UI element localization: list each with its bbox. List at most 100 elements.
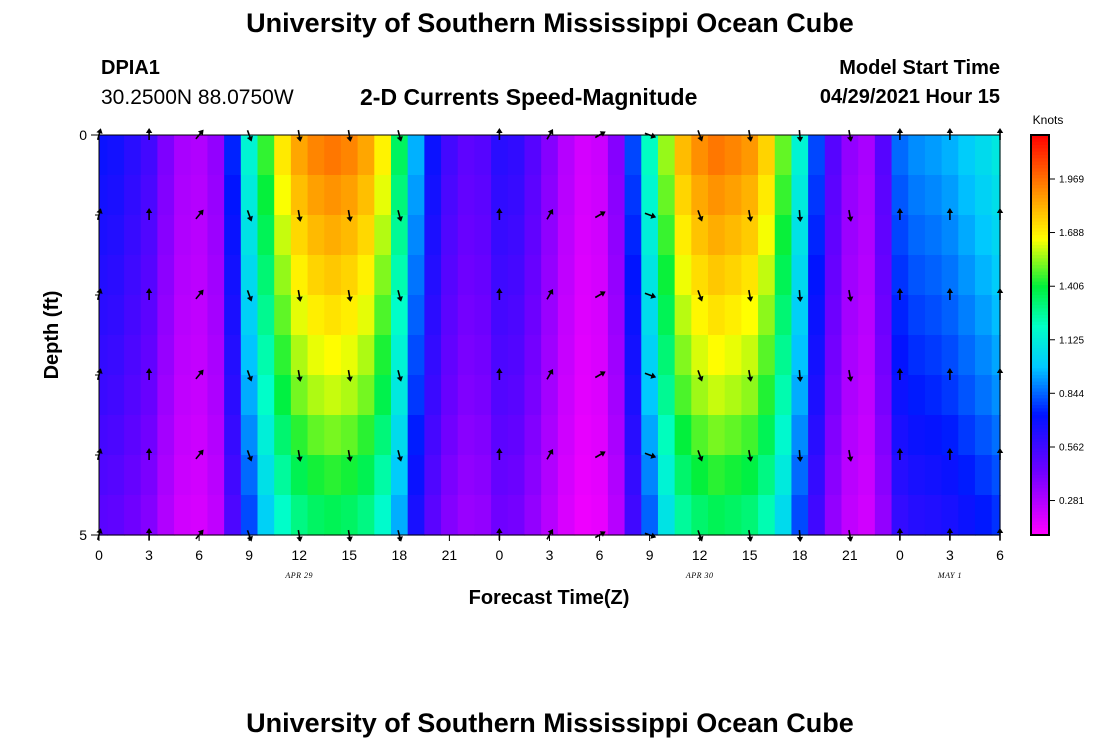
colorbar-segment — [1031, 221, 1049, 226]
heatmap-cell — [441, 255, 459, 296]
heatmap-cell — [107, 455, 125, 496]
colorbar-segment — [1031, 208, 1049, 213]
heatmap-cell — [424, 215, 442, 256]
heatmap-cell — [908, 175, 926, 216]
colorbar-frame — [1030, 134, 1050, 536]
colorbar-segment — [1031, 521, 1049, 526]
heatmap-cell — [774, 415, 793, 456]
colorbar-segment — [1031, 351, 1049, 356]
heatmap-cell — [557, 375, 576, 416]
colorbar-tick-label: 0.844 — [1059, 389, 1084, 400]
heatmap-cell — [224, 375, 242, 416]
heatmap-cell — [441, 415, 459, 456]
heatmap-cell — [124, 175, 142, 216]
heatmap-cell — [824, 215, 843, 256]
current-vector-arrow — [496, 368, 503, 380]
heatmap-cell — [774, 255, 793, 296]
heatmap-cell — [474, 335, 492, 376]
heatmap-cell — [457, 295, 476, 336]
heatmap-cell — [491, 495, 509, 536]
heatmap-cell — [240, 455, 259, 496]
colorbar-segment — [1031, 305, 1049, 309]
heatmap-cell — [257, 335, 275, 376]
current-vector-arrow — [946, 288, 954, 300]
heatmap-cell — [591, 135, 609, 176]
heatmap-cell — [307, 215, 325, 256]
heatmap-cell — [507, 455, 526, 496]
colorbar-tick-label: 0.281 — [1059, 496, 1084, 507]
heatmap-cell — [140, 335, 158, 376]
colorbar-segment — [1031, 181, 1049, 186]
heatmap-cell — [741, 135, 759, 176]
heatmap-cell — [991, 495, 1001, 536]
x-tick-label: 3 — [946, 547, 954, 563]
current-vector-arrow — [846, 209, 854, 222]
heatmap-cell — [624, 415, 642, 456]
heatmap-cell — [708, 215, 726, 256]
heatmap-cell — [607, 335, 626, 376]
heatmap-cell — [774, 215, 793, 256]
heatmap-cell — [557, 135, 576, 176]
heatmap-cell — [991, 255, 1001, 296]
heatmap-cell — [257, 495, 275, 536]
heatmap-cell — [99, 375, 108, 416]
heatmap-cell — [607, 375, 626, 416]
heatmap-cell — [474, 175, 492, 216]
heatmap-cell — [307, 135, 325, 176]
heatmap-cell — [424, 415, 442, 456]
heatmap-cell — [708, 175, 726, 216]
heatmap-cell — [441, 335, 459, 376]
heatmap-cell — [574, 295, 592, 336]
current-vector-arrow — [396, 289, 403, 302]
current-vector-arrow — [746, 209, 754, 222]
heatmap-cell — [474, 375, 492, 416]
current-vector-arrow — [195, 369, 204, 380]
x-tick-label: 15 — [742, 547, 758, 563]
heatmap-cell — [324, 335, 342, 376]
heatmap-cell — [240, 135, 259, 176]
heatmap-cell — [974, 455, 993, 496]
heatmap-cell — [257, 415, 275, 456]
heatmap-cell — [224, 415, 242, 456]
heatmap-cell — [691, 175, 709, 216]
heatmap-cell — [858, 455, 876, 496]
current-vector-arrow — [697, 450, 704, 462]
heatmap-cell — [908, 215, 926, 256]
heatmap-cell — [107, 495, 125, 536]
heatmap-cell — [574, 375, 592, 416]
heatmap-cell — [824, 455, 843, 496]
heatmap-cell — [824, 495, 843, 536]
heatmap-cell — [374, 455, 392, 496]
heatmap-cell — [307, 495, 325, 536]
heatmap-cell — [541, 335, 559, 376]
heatmap-cell — [240, 175, 259, 216]
heatmap-cell — [991, 295, 1001, 336]
heatmap-cell — [441, 455, 459, 496]
heatmap-cell — [708, 455, 726, 496]
colorbar-segment — [1031, 278, 1049, 283]
chart-subtitle: 2-D Currents Speed-Magnitude — [360, 84, 698, 110]
heatmap-cell — [674, 135, 692, 176]
heatmap-cell — [390, 215, 409, 256]
current-vector-arrow — [896, 448, 904, 460]
heatmap-cell — [657, 495, 676, 536]
heatmap-cell — [99, 335, 108, 376]
heatmap-cell — [240, 295, 259, 336]
colorbar-segment — [1031, 195, 1049, 199]
heatmap-cell — [791, 415, 809, 456]
current-vector-arrow — [946, 448, 954, 460]
heatmap-cell — [824, 415, 843, 456]
heatmap-cell — [157, 375, 175, 416]
heatmap-cell — [624, 495, 642, 536]
heatmap-cell — [140, 415, 158, 456]
heatmap-cell — [591, 295, 609, 336]
heatmap-cell — [257, 175, 275, 216]
heatmap-cell — [524, 295, 542, 336]
heatmap-cell — [157, 495, 175, 536]
heatmap-cell — [941, 175, 959, 216]
heatmap-cell — [290, 375, 309, 416]
heatmap-cell — [441, 495, 459, 536]
colorbar-segment — [1031, 191, 1049, 196]
heatmap-cell — [457, 455, 476, 496]
heatmap-cell — [691, 495, 709, 536]
